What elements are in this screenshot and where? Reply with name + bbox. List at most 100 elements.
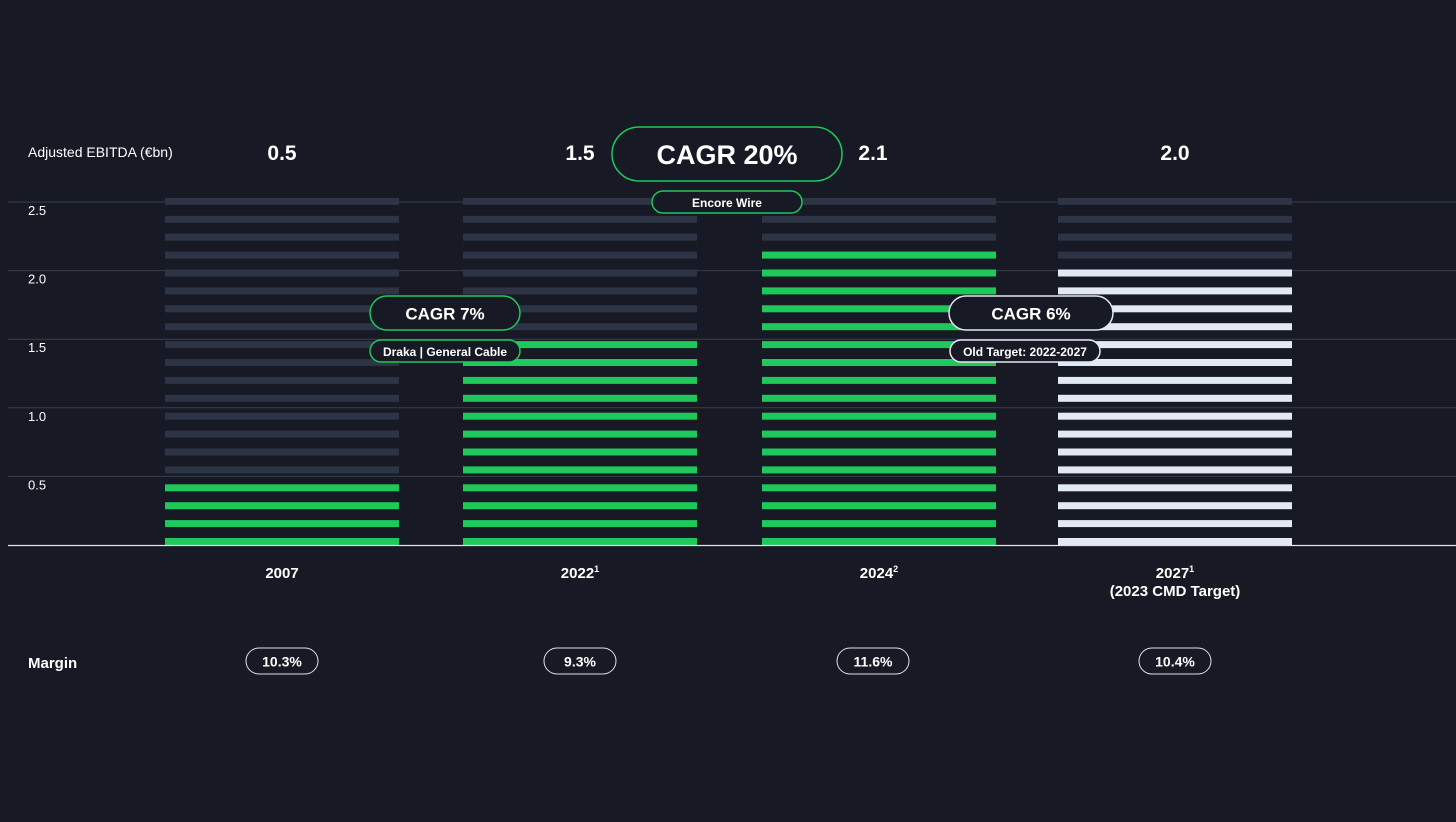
bar-segment-filled	[762, 538, 996, 545]
bar-segment-filled	[1058, 269, 1292, 277]
cagr-note-pill	[949, 339, 1101, 363]
bar-value-label: 2.1	[858, 142, 888, 165]
bar-segment-filled	[762, 466, 996, 474]
bar-segment-empty	[165, 376, 399, 384]
y-tick-label: 2.0	[28, 272, 46, 287]
bar-segment-empty	[165, 448, 399, 456]
bar-segment-filled	[1058, 466, 1292, 474]
bar-segment-empty	[463, 233, 697, 241]
bar-segment-empty	[165, 412, 399, 420]
x-tick-label: 20221	[561, 564, 599, 582]
y-tick-label: 1.5	[28, 340, 46, 355]
y-tick-label: 2.5	[28, 203, 46, 218]
bar-segment-empty	[762, 233, 996, 241]
bar-segment-filled	[1058, 448, 1292, 456]
cagr-note-text: Encore Wire	[692, 196, 762, 210]
bar-segment-filled	[463, 359, 697, 366]
bar-segment-filled	[463, 412, 697, 420]
bar-segment-empty	[165, 305, 399, 313]
cagr-note-text: Draka | General Cable	[383, 345, 507, 359]
bar-segment-filled	[1058, 484, 1292, 492]
margin-pill	[836, 647, 910, 675]
x-tick-label: 2007	[265, 565, 298, 582]
margin-row-label: Margin	[28, 655, 77, 672]
bar-value-label: 0.5	[267, 142, 297, 165]
cagr-note-text: Old Target: 2022-2027	[963, 345, 1087, 359]
bar-segment-empty	[463, 197, 697, 205]
margin-value: 10.3%	[262, 654, 302, 670]
bar-segment-filled	[762, 520, 996, 528]
bar-segment-filled	[463, 448, 697, 456]
bar-segment-filled	[762, 251, 996, 259]
bar-segment-empty	[1058, 215, 1292, 223]
bar-segment-empty	[463, 215, 697, 223]
bar-segment-filled	[762, 412, 996, 420]
bar-segment-filled	[762, 323, 996, 331]
bar-segment-filled	[463, 341, 697, 349]
margin-pill	[1138, 647, 1212, 675]
cagr-annotation-pill	[948, 295, 1114, 331]
bar-segment-filled	[463, 520, 697, 528]
bar-segment-filled	[1058, 359, 1292, 366]
bar-segment-empty	[165, 215, 399, 223]
bar-segment-filled	[762, 376, 996, 384]
bar-segment-filled	[762, 305, 996, 313]
bar-segment-empty	[1058, 251, 1292, 259]
margin-value: 10.4%	[1155, 654, 1195, 670]
bar-segment-empty	[165, 341, 399, 349]
cagr-note-pill	[651, 190, 803, 214]
cagr-annotation-text: CAGR 20%	[656, 140, 797, 170]
bar-segment-filled	[1058, 323, 1292, 331]
bar-segment-empty	[463, 305, 697, 313]
bar-segment-filled	[762, 269, 996, 277]
bar-segment-filled	[1058, 376, 1292, 384]
x-tick-sublabel: (2023 CMD Target)	[1110, 583, 1241, 600]
bar-segment-filled	[762, 448, 996, 456]
bar-segment-filled	[762, 359, 996, 366]
bar-segment-filled	[463, 394, 697, 402]
bar-segment-empty	[165, 287, 399, 295]
x-tick-label: 20242	[860, 564, 898, 582]
bar-segment-filled	[762, 394, 996, 402]
bar-segment-empty	[165, 233, 399, 241]
bar-segment-empty	[165, 430, 399, 438]
bar-segment-empty	[463, 323, 697, 331]
bar-segment-empty	[463, 251, 697, 259]
bar-segment-empty	[762, 215, 996, 223]
bar-segment-filled	[463, 538, 697, 545]
bar-segment-empty	[762, 197, 996, 205]
bar-segment-filled	[165, 538, 399, 545]
bar-segment-filled	[463, 466, 697, 474]
bar-value-label: 1.5	[565, 142, 595, 165]
margin-value: 11.6%	[854, 654, 893, 670]
bar-segment-filled	[165, 484, 399, 492]
bar-segment-filled	[762, 287, 996, 295]
bar-segment-empty	[165, 269, 399, 277]
bar-segment-filled	[762, 430, 996, 438]
bar-segment-empty	[165, 251, 399, 259]
bar-segment-filled	[762, 484, 996, 492]
bar-segment-filled	[762, 502, 996, 510]
y-tick-label: 1.0	[28, 409, 46, 424]
bar-segment-filled	[463, 430, 697, 438]
bar-segment-filled	[1058, 341, 1292, 349]
cagr-annotation-text: CAGR 6%	[991, 305, 1070, 324]
bar-segment-filled	[463, 484, 697, 492]
bar-segment-empty	[1058, 233, 1292, 241]
bar-segment-empty	[1058, 197, 1292, 205]
margin-pill	[245, 647, 319, 675]
x-tick-label: 20271	[1156, 564, 1194, 582]
cagr-annotation-text: CAGR 7%	[405, 305, 484, 324]
bar-segment-filled	[1058, 394, 1292, 402]
bar-segment-filled	[463, 376, 697, 384]
bar-segment-filled	[1058, 538, 1292, 545]
bar-segment-empty	[463, 287, 697, 295]
bar-segment-empty	[165, 394, 399, 402]
bar-segment-empty	[165, 197, 399, 205]
bar-segment-filled	[1058, 520, 1292, 528]
bar-segment-filled	[1058, 412, 1292, 420]
y-tick-label: 0.5	[28, 477, 46, 492]
bar-segment-empty	[463, 269, 697, 277]
margin-pill	[543, 647, 617, 675]
